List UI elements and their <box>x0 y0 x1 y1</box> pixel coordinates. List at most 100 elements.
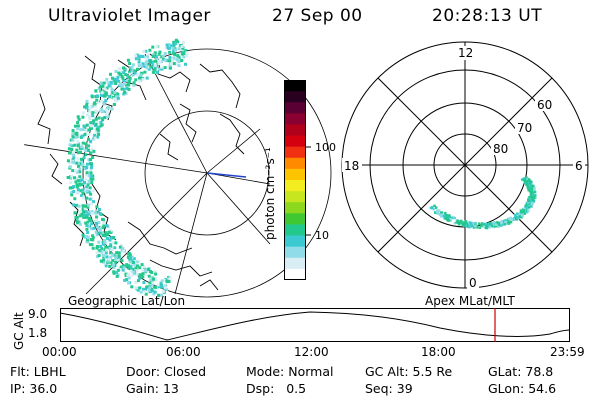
aurora-pixel <box>115 251 119 255</box>
aurora-pixel <box>531 198 535 202</box>
aurora-pixel <box>78 170 82 174</box>
aurora-pixel <box>101 84 105 88</box>
aurora-pixel <box>112 271 116 275</box>
aurora-pixel <box>89 177 93 181</box>
aurora-pixel <box>76 221 79 225</box>
aurora-pixel <box>78 167 82 171</box>
aurora-pixel <box>531 202 534 205</box>
aurora-pixel <box>478 222 481 225</box>
colorbar-band <box>284 224 306 237</box>
aurora-pixel <box>115 271 119 275</box>
aurora-pixel <box>88 162 92 166</box>
aurora-pixel <box>153 290 157 294</box>
aurora-pixel <box>172 56 176 60</box>
aurora-pixel <box>134 286 138 290</box>
alt-ytick-9: 9.0 <box>28 307 48 321</box>
aurora-pixel <box>73 197 77 201</box>
aurora-pixel <box>103 240 107 244</box>
aurora-pixel <box>529 179 532 183</box>
aurora-pixel <box>89 171 93 175</box>
aurora-pixel <box>529 199 533 202</box>
aurora-pixel <box>130 285 134 289</box>
aurora-pixel <box>468 225 471 229</box>
aurora-pixel <box>168 50 172 54</box>
aurora-pixel <box>431 207 434 210</box>
aurora-pixel <box>92 102 96 106</box>
aurora-pixel <box>102 254 105 257</box>
aurora-pixel <box>100 259 103 263</box>
aurora-pixel <box>440 213 444 216</box>
aurora-pixel <box>117 254 121 258</box>
aurora-pixel <box>91 114 95 117</box>
aurora-pixel <box>101 240 105 244</box>
aurora-pixel <box>148 270 152 273</box>
aurora-pixel <box>448 214 451 218</box>
aurora-pixel <box>96 100 100 104</box>
aurora-pixel <box>153 63 157 67</box>
aurora-pixel <box>165 43 169 47</box>
aurora-pixel <box>472 226 476 229</box>
aurora-pixel <box>444 216 447 220</box>
aurora-pixel <box>184 49 188 53</box>
aurora-pixel <box>131 267 135 271</box>
aurora-pixel <box>102 102 106 106</box>
aurora-pixel <box>434 211 437 214</box>
aurora-pixel <box>68 165 72 169</box>
colorbar-band <box>284 146 306 159</box>
aurora-pixel <box>76 124 80 128</box>
aurora-pixel <box>530 195 533 198</box>
aurora-pixel <box>87 144 91 148</box>
aurora-pixel <box>111 81 115 85</box>
aurora-pixel <box>110 87 114 91</box>
aurora-pixel <box>117 79 121 83</box>
aurora-pixel <box>523 211 526 215</box>
aurora-pixel <box>87 158 91 162</box>
aurora-pixel <box>81 233 85 237</box>
aurora-pixel <box>80 146 84 150</box>
aurora-pixel <box>151 45 155 49</box>
info-door: Door: Closed <box>126 364 207 379</box>
aurora-pixel <box>95 222 99 226</box>
aurora-pixel <box>122 71 126 75</box>
aurora-pixel <box>136 288 140 292</box>
aurora-pixel <box>132 81 136 85</box>
aurora-pixel <box>86 236 90 240</box>
colorbar-band <box>284 191 306 203</box>
aurora-pixel <box>86 238 89 242</box>
aurora-pixel <box>95 109 99 113</box>
aurora-pixel <box>144 269 148 273</box>
aurora-pixel <box>531 192 534 195</box>
aurora-pixel <box>163 58 167 62</box>
aurora-pixel <box>86 113 89 117</box>
aurora-pixel <box>173 53 177 57</box>
aurora-pixel <box>86 149 90 152</box>
aurora-pixel <box>526 204 529 207</box>
aurora-pixel <box>114 69 118 73</box>
aurora-pixel <box>127 80 131 83</box>
aurora-pixel <box>500 221 503 225</box>
aurora-pixel <box>184 62 187 66</box>
aurora-pixel <box>108 264 112 268</box>
aurora-pixel <box>83 124 87 128</box>
aurora-pixel <box>161 54 165 58</box>
aurora-pixel <box>524 210 528 214</box>
aurora-pixel <box>89 238 93 242</box>
aurora-pixel <box>87 217 91 220</box>
aurora-pixel <box>72 150 75 154</box>
aurora-pixel <box>101 218 105 222</box>
aurora-pixel <box>461 223 465 227</box>
aurora-pixel <box>86 231 90 234</box>
aurora-pixel <box>471 222 475 225</box>
aurora-pixel <box>154 55 158 59</box>
aurora-pixel <box>76 115 80 119</box>
aurora-pixel <box>76 191 80 195</box>
aurora-pixel <box>116 268 120 272</box>
aurora-pixel <box>77 204 81 208</box>
aurora-pixel <box>440 211 444 214</box>
aurora-pixel <box>100 247 104 251</box>
aurora-pixel <box>518 215 521 219</box>
aurora-pixel <box>84 177 88 181</box>
aurora-pixel <box>99 244 103 248</box>
aurora-pixel <box>83 105 87 109</box>
aurora-pixel <box>120 84 124 88</box>
